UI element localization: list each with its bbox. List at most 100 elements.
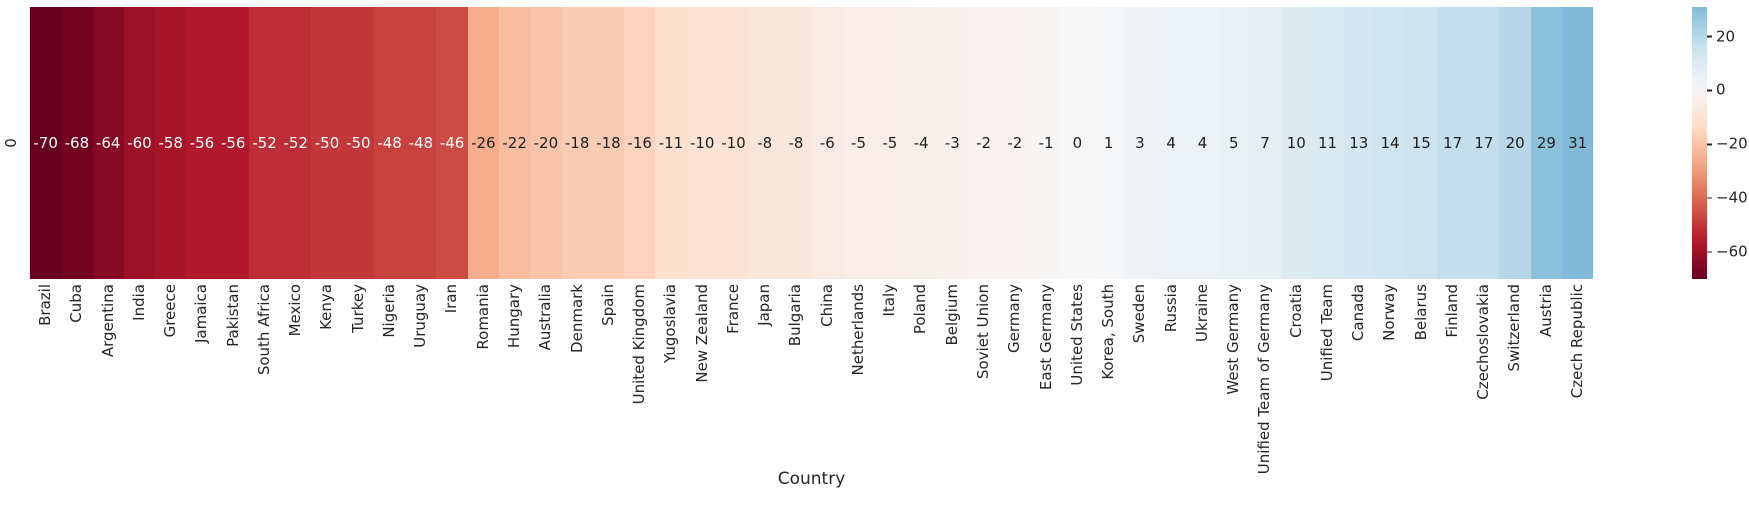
colorbar-tick: −20: [1707, 136, 1748, 152]
heatmap-cell: -56: [186, 7, 218, 279]
colorbar-tick-label: −60: [1716, 242, 1748, 261]
cell-value: -1: [1038, 133, 1054, 152]
x-tick-col: United States: [1062, 284, 1093, 466]
x-tick-col: Brazil: [30, 284, 61, 466]
heatmap-cell: -20: [530, 7, 562, 279]
heatmap-cell: -52: [248, 7, 281, 279]
cell-value: -52: [283, 133, 309, 152]
colorbar-tick-mark: [1707, 89, 1712, 92]
cell-value: -22: [502, 133, 527, 152]
x-tick-col: Argentina: [93, 284, 124, 466]
x-axis-title: Country: [777, 469, 846, 489]
heatmap-cell: 4: [1155, 7, 1187, 279]
colorbar-ticks: 20 0 −20 −40 −60: [1707, 7, 1749, 279]
heatmap-cell: -68: [61, 7, 93, 279]
heatmap-cell: -58: [155, 7, 187, 279]
heatmap-cell: -3: [936, 7, 968, 279]
x-tick-col: Australia: [530, 284, 561, 466]
y-tick-label: 0: [2, 138, 20, 148]
heatmap-cell: 10: [1280, 7, 1312, 279]
heatmap-cell: 15: [1405, 7, 1437, 279]
cell-value: -48: [408, 133, 434, 152]
heatmap-cell: -5: [842, 7, 875, 279]
x-tick-col: Yugoslavia: [655, 284, 686, 466]
heatmap-cell: 0: [1061, 7, 1094, 279]
colorbar-tick: 20: [1707, 29, 1735, 44]
cell-value: 31: [1568, 133, 1588, 152]
x-tick-label: Czech Republic: [1568, 284, 1587, 399]
cell-value: -50: [346, 133, 371, 152]
heatmap-cell: -10: [686, 7, 718, 279]
x-tick-label: Argentina: [98, 284, 117, 358]
x-tick-label: Mexico: [286, 284, 305, 337]
cell-value: 20: [1505, 133, 1525, 152]
cell-value: 5: [1228, 133, 1239, 152]
cell-value: -8: [788, 133, 804, 152]
x-tick-label: Netherlands: [848, 284, 867, 376]
x-tick-col: Soviet Union: [968, 284, 999, 466]
colorbar-tick-mark: [1707, 35, 1712, 38]
heatmap-cell: -18: [592, 7, 625, 279]
heatmap-cell: 4: [1186, 7, 1219, 279]
cell-value: -50: [314, 133, 340, 152]
x-tick-col: Jamaica: [186, 284, 217, 466]
heatmap-cell: -52: [280, 7, 312, 279]
heatmap-cell: -60: [123, 7, 156, 279]
x-tick-label: Czechoslovakia: [1474, 284, 1493, 400]
x-tick-label: Japan: [755, 284, 774, 326]
colorbar-tick-mark: [1707, 251, 1712, 253]
colorbar-tick-label: −40: [1716, 188, 1748, 207]
colorbar-tick: −40: [1707, 188, 1748, 207]
heatmap-cell: -50: [311, 7, 343, 279]
x-tick-label: Canada: [1349, 284, 1368, 342]
cell-value: 13: [1349, 133, 1369, 152]
x-tick-label: India: [129, 284, 148, 321]
heatmap-cell: -22: [498, 7, 531, 279]
x-tick-col: Spain: [593, 284, 624, 466]
cell-value: -46: [439, 133, 465, 152]
x-tick-col: Canada: [1343, 284, 1374, 466]
cell-value: -11: [658, 133, 684, 152]
heatmap-cell: -18: [561, 7, 593, 279]
heatmap-cell: -16: [624, 7, 656, 279]
cell-value: 11: [1317, 133, 1338, 152]
x-tick-col: Netherlands: [843, 284, 874, 466]
colorbar-tick: −60: [1707, 242, 1748, 261]
x-tick-label: South Africa: [254, 284, 273, 376]
x-tick-label: Cuba: [67, 284, 86, 323]
heatmap-cell: 20: [1499, 7, 1531, 279]
x-tick-label: Soviet Union: [973, 284, 992, 379]
cell-value: -56: [220, 133, 246, 152]
x-tick-col: Greece: [155, 284, 186, 466]
x-tick-col: Austria: [1531, 284, 1562, 466]
x-tick-label: Yugoslavia: [661, 284, 680, 364]
x-tick-col: Bulgaria: [780, 284, 811, 466]
cell-value: -10: [689, 133, 715, 152]
cell-value: -4: [913, 133, 929, 152]
heatmap-cell: -50: [342, 7, 374, 279]
x-tick-col: France: [718, 284, 749, 466]
cell-value: -26: [471, 133, 496, 152]
colorbar: [1692, 7, 1707, 279]
cell-value: -5: [882, 133, 898, 152]
x-tick-label: Russia: [1161, 284, 1180, 333]
heatmap-cell: -48: [405, 7, 437, 279]
cell-value: 10: [1286, 133, 1306, 152]
cell-value: 17: [1443, 133, 1463, 152]
x-tick-label: Uruguay: [411, 284, 430, 348]
x-tick-label: Greece: [161, 284, 180, 338]
cell-value: -68: [64, 133, 90, 152]
colorbar-tick-label: 0: [1716, 80, 1726, 99]
x-tick-label: France: [723, 284, 742, 334]
colorbar-tick-mark: [1707, 143, 1712, 146]
heatmap-cell: -48: [373, 7, 406, 279]
cell-value: 29: [1536, 133, 1556, 152]
heatmap-cell: -8: [780, 7, 812, 279]
x-tick-col: Romania: [468, 284, 499, 466]
x-tick-col: Croatia: [1281, 284, 1312, 466]
cell-value: -3: [944, 133, 960, 152]
heatmap-cell: -46: [436, 7, 468, 279]
x-tick-col: Kenya: [311, 284, 342, 466]
heatmap-cell: -2: [967, 7, 1000, 279]
cell-value: -10: [721, 133, 746, 152]
